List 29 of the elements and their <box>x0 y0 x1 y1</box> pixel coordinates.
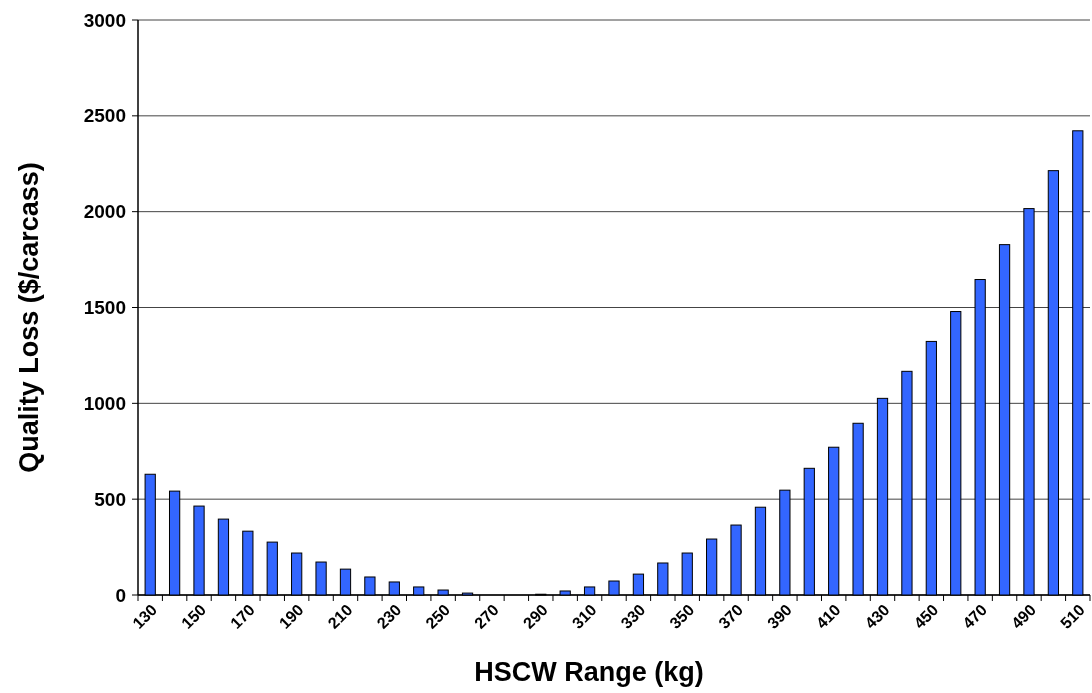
y-tick-label: 0 <box>115 584 126 606</box>
x-tick-label: 290 <box>519 600 551 632</box>
x-tick-label: 190 <box>275 600 307 632</box>
x-tick-label: 310 <box>568 600 600 632</box>
y-axis-title: Quality Loss ($/carcass) <box>14 162 44 473</box>
y-tick-label: 500 <box>94 488 126 510</box>
x-tick-label: 250 <box>422 600 454 632</box>
x-tick-label: 210 <box>324 600 356 632</box>
x-tick-label: 130 <box>129 600 161 632</box>
x-tick-label: 330 <box>617 600 649 632</box>
x-tick-label: 430 <box>861 600 893 632</box>
x-tick-label: 470 <box>959 600 991 632</box>
x-tick-label: 170 <box>227 600 258 632</box>
x-axis-title: HSCW Range (kg) <box>474 657 704 687</box>
x-tick-label: 450 <box>910 600 942 632</box>
x-tick-label: 410 <box>812 600 844 632</box>
x-tick-label: 270 <box>471 600 503 632</box>
x-tick-label: 350 <box>666 600 698 632</box>
x-tick-label: 370 <box>715 600 747 632</box>
x-tick-label: 230 <box>373 600 405 632</box>
y-tick-label: 3000 <box>83 9 126 31</box>
x-tick-label: 150 <box>178 600 210 632</box>
x-tick-label: 390 <box>764 600 796 632</box>
x-tick-label: 510 <box>1056 600 1088 632</box>
y-tick-label: 2000 <box>83 201 126 223</box>
x-tick-label: 490 <box>1008 600 1040 632</box>
y-tick-label: 2500 <box>83 105 126 127</box>
y-tick-label: 1000 <box>83 392 126 414</box>
y-tick-label: 1500 <box>83 297 126 319</box>
